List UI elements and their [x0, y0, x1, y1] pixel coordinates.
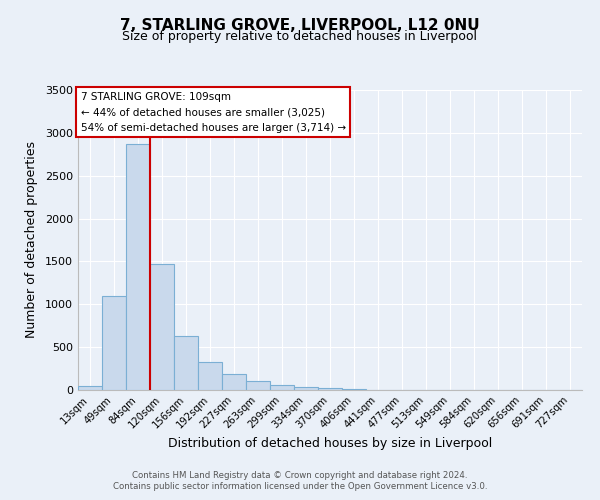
Bar	[174, 336, 198, 390]
Bar	[198, 362, 222, 390]
Bar	[246, 382, 270, 390]
Bar	[126, 144, 150, 390]
Bar	[222, 374, 246, 390]
Bar	[78, 386, 102, 390]
X-axis label: Distribution of detached houses by size in Liverpool: Distribution of detached houses by size …	[168, 438, 492, 450]
Bar	[318, 388, 342, 390]
Text: 7, STARLING GROVE, LIVERPOOL, L12 0NU: 7, STARLING GROVE, LIVERPOOL, L12 0NU	[120, 18, 480, 32]
Text: Size of property relative to detached houses in Liverpool: Size of property relative to detached ho…	[122, 30, 478, 43]
Bar	[342, 388, 366, 390]
Bar	[150, 264, 174, 390]
Bar	[294, 387, 318, 390]
Bar	[102, 296, 126, 390]
Text: Contains public sector information licensed under the Open Government Licence v3: Contains public sector information licen…	[113, 482, 487, 491]
Bar	[270, 386, 294, 390]
Text: 7 STARLING GROVE: 109sqm
← 44% of detached houses are smaller (3,025)
54% of sem: 7 STARLING GROVE: 109sqm ← 44% of detach…	[80, 92, 346, 132]
Y-axis label: Number of detached properties: Number of detached properties	[25, 142, 38, 338]
Text: Contains HM Land Registry data © Crown copyright and database right 2024.: Contains HM Land Registry data © Crown c…	[132, 471, 468, 480]
